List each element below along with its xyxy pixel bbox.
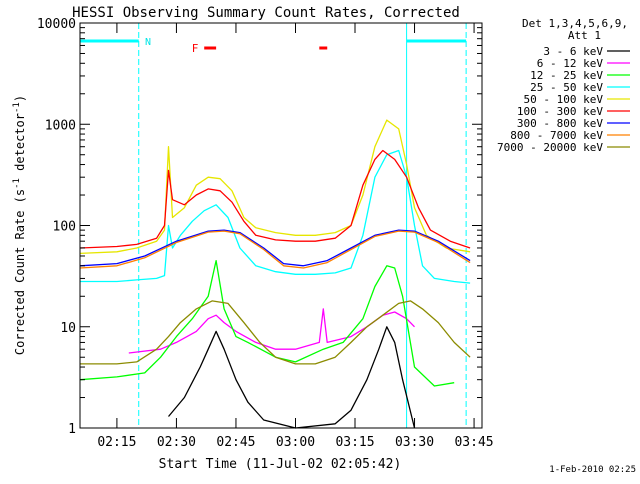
axis-ticks xyxy=(80,23,482,429)
series-line-7 xyxy=(79,230,471,269)
legend-header-line-2: Att 1 xyxy=(568,29,601,42)
legend-label-0: 3 - 6 keV xyxy=(543,45,603,58)
legend-label-6: 300 - 800 keV xyxy=(517,117,603,130)
series-line-5 xyxy=(79,149,471,249)
x-tick-label-5: 03:30 xyxy=(395,435,434,450)
chart-title: HESSI Observing Summary Count Rates, Cor… xyxy=(72,5,460,21)
series-line-4 xyxy=(79,119,471,255)
x-tick-label-4: 03:15 xyxy=(335,435,374,450)
y-tick-label-2: 100 xyxy=(53,220,76,235)
legend-label-4: 50 - 100 keV xyxy=(524,93,604,106)
series-line-0 xyxy=(168,326,416,429)
y-tick-label-1: 10 xyxy=(60,321,76,336)
series-line-1 xyxy=(128,308,415,354)
series-line-8 xyxy=(80,300,471,365)
x-tick-label-2: 02:45 xyxy=(216,435,255,450)
x-tick-label-3: 03:00 xyxy=(276,435,315,450)
annotations xyxy=(80,23,467,428)
x-axis: 02:15 02:30 02:45 03:00 03:15 03:30 03:45 xyxy=(97,435,493,450)
legend-label-8: 7000 - 20000 keV xyxy=(497,141,603,154)
footer-date: 1-Feb-2010 02:25 xyxy=(549,465,636,475)
series-line-6 xyxy=(79,229,471,267)
legend-label-3: 25 - 50 keV xyxy=(530,81,603,94)
legend-label-7: 800 - 7000 keV xyxy=(510,129,603,142)
legend-label-2: 12 - 25 keV xyxy=(530,69,603,82)
flare-label: F xyxy=(192,42,199,55)
legend-label-1: 6 - 12 keV xyxy=(537,57,604,70)
series-layer xyxy=(79,119,471,429)
y-tick-label-0: 1 xyxy=(68,422,76,437)
y-axis: 1 10 100 1000 10000 xyxy=(37,17,76,437)
x-tick-label-1: 02:30 xyxy=(157,435,196,450)
y-tick-label-4: 10000 xyxy=(37,17,76,32)
x-axis-label: Start Time (11-Jul-02 02:05:42) xyxy=(159,457,402,472)
series-line-3 xyxy=(80,149,471,284)
y-axis-label: Corrected Count Rate (s-1 detector-1) xyxy=(12,95,27,355)
night-label: N xyxy=(145,37,151,48)
x-tick-label-0: 02:15 xyxy=(97,435,136,450)
x-tick-label-6: 03:45 xyxy=(454,435,493,450)
y-tick-label-3: 1000 xyxy=(45,118,76,133)
legend-header-line-1: Det 1,3,4,5,6,9, xyxy=(522,17,628,30)
legend-label-5: 100 - 300 keV xyxy=(517,105,603,118)
plot-area: 02:15 02:30 02:45 03:00 03:15 03:30 03:45 1101… xyxy=(37,17,494,450)
